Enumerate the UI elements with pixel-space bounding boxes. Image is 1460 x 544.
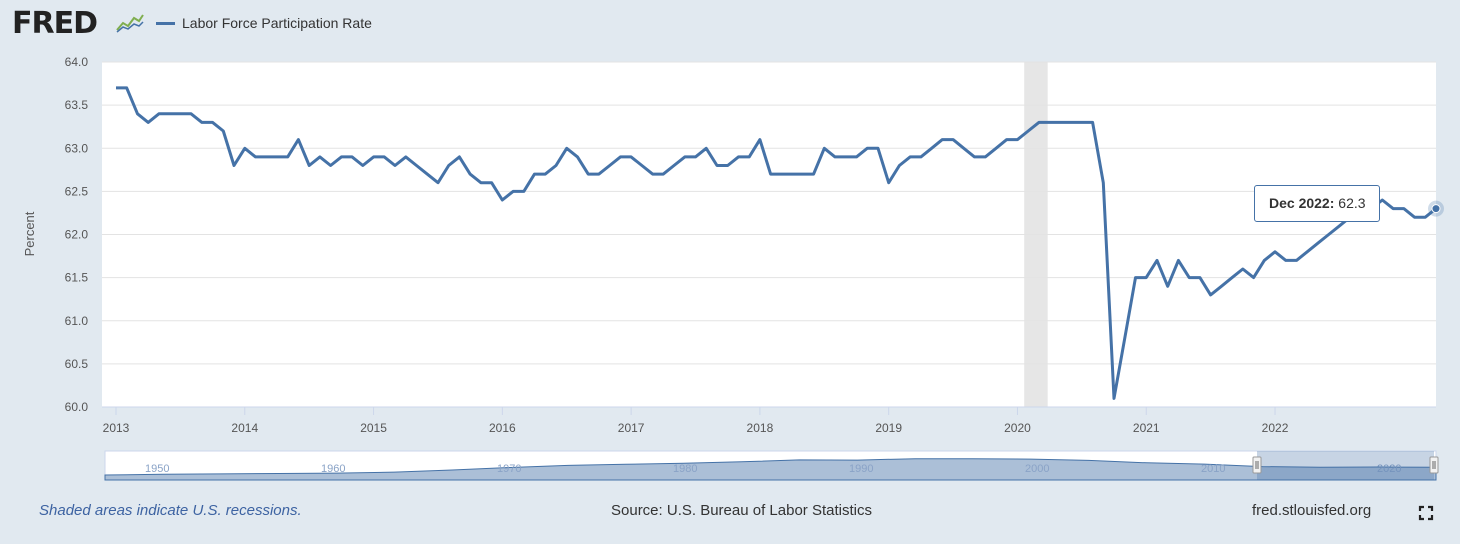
x-tick-label: 2017 [618, 421, 645, 435]
fullscreen-icon[interactable] [1418, 505, 1434, 521]
x-tick-label: 2014 [231, 421, 258, 435]
series-line[interactable] [116, 86, 1437, 400]
y-tick-label: 64.0 [65, 55, 89, 69]
line-chart-icon [115, 12, 145, 34]
navigator-label: 1960 [321, 463, 345, 475]
hover-point[interactable] [1431, 204, 1441, 214]
tooltip-date: Dec 2022: [1269, 195, 1335, 211]
navigator-label: 2020 [1377, 463, 1401, 475]
navigator-area [104, 458, 1437, 481]
y-tick-label: 63.0 [65, 141, 89, 155]
y-tick-label: 62.0 [65, 228, 89, 242]
series-layer [116, 86, 1444, 400]
navigator-background [104, 450, 1437, 481]
y-axis-title: Percent [22, 211, 37, 256]
navigator-handle[interactable] [1252, 456, 1262, 474]
navigator-label: 2000 [1025, 463, 1049, 475]
y-axis: 60.0 60.5 61.0 61.5 62.0 62.5 63.0 63.5 64.0 [65, 55, 89, 414]
y-tick-label: 60.0 [65, 400, 89, 414]
y-tick-label: 60.5 [65, 357, 89, 371]
legend: Labor Force Participation Rate [156, 15, 372, 31]
navigator-handle[interactable] [1429, 456, 1439, 474]
x-tick-label: 2020 [1004, 421, 1031, 435]
x-tick-label: 2021 [1133, 421, 1160, 435]
x-tick-label: 2016 [489, 421, 516, 435]
x-tick-label: 2019 [875, 421, 902, 435]
legend-swatch [156, 21, 175, 25]
navigator[interactable]: 1950 1960 1970 1980 1990 2000 2010 2020 [104, 450, 1439, 481]
navigator-selection[interactable] [1257, 451, 1434, 480]
navigator-label: 1990 [849, 463, 873, 475]
navigator-label: 2010 [1201, 463, 1225, 475]
recession-note[interactable]: Shaded areas indicate U.S. recessions. [39, 502, 302, 519]
x-tick-label: 2018 [747, 421, 774, 435]
x-tick-label: 2022 [1262, 421, 1289, 435]
x-axis: 2013 2014 2015 2016 2017 2018 2019 2020 2021 2022 [102, 406, 1436, 435]
site-link[interactable]: fred.stlouisfed.org [1252, 502, 1372, 519]
tooltip-value: 62.3 [1338, 195, 1366, 211]
y-tick-label: 61.0 [65, 314, 89, 328]
x-tick-label: 2013 [103, 421, 130, 435]
source-label[interactable]: Source: U.S. Bureau of Labor Statistics [611, 502, 872, 519]
legend-series-label[interactable]: Labor Force Participation Rate [182, 15, 372, 31]
navigator-label: 1970 [497, 463, 521, 475]
x-tick-label: 2015 [360, 421, 387, 435]
navigator-label: 1980 [673, 463, 697, 475]
data-tooltip: Dec 2022: 62.3 [1254, 185, 1380, 222]
y-tick-label: 63.5 [65, 98, 89, 112]
y-tick-label: 61.5 [65, 271, 89, 285]
navigator-label: 1950 [145, 463, 169, 475]
y-tick-label: 62.5 [65, 184, 89, 198]
chart-header: FRED Labor Force Participation Rate [0, 0, 1460, 50]
fred-logo[interactable]: FRED [12, 6, 98, 41]
